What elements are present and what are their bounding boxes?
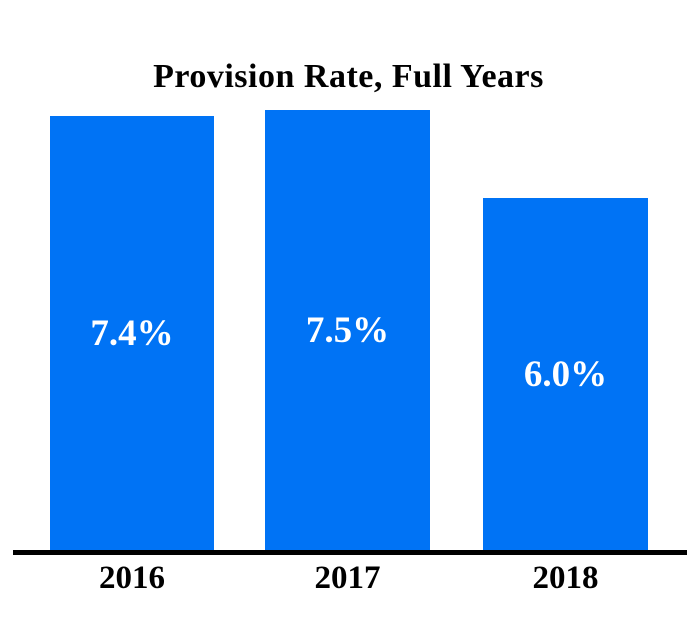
chart-title: Provision Rate, Full Years [153, 58, 544, 95]
x-axis-line [13, 550, 687, 555]
x-tick-label-2018: 2018 [532, 560, 599, 596]
x-tick-label-2017: 2017 [314, 560, 381, 596]
bar-value-label-2018: 6.0% [523, 353, 608, 395]
x-tick-label-2016: 2016 [99, 560, 165, 596]
bar-2017: 7.5% [265, 110, 430, 550]
bar-value-label-2017: 7.5% [305, 309, 390, 351]
bar-value-label-2016: 7.4% [90, 312, 174, 354]
bar-2018: 6.0% [483, 198, 648, 550]
bar-2016: 7.4% [50, 116, 214, 550]
